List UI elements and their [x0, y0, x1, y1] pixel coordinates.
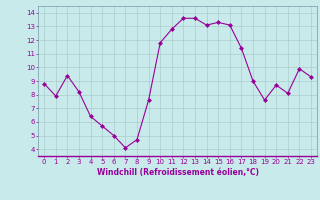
X-axis label: Windchill (Refroidissement éolien,°C): Windchill (Refroidissement éolien,°C): [97, 168, 259, 177]
